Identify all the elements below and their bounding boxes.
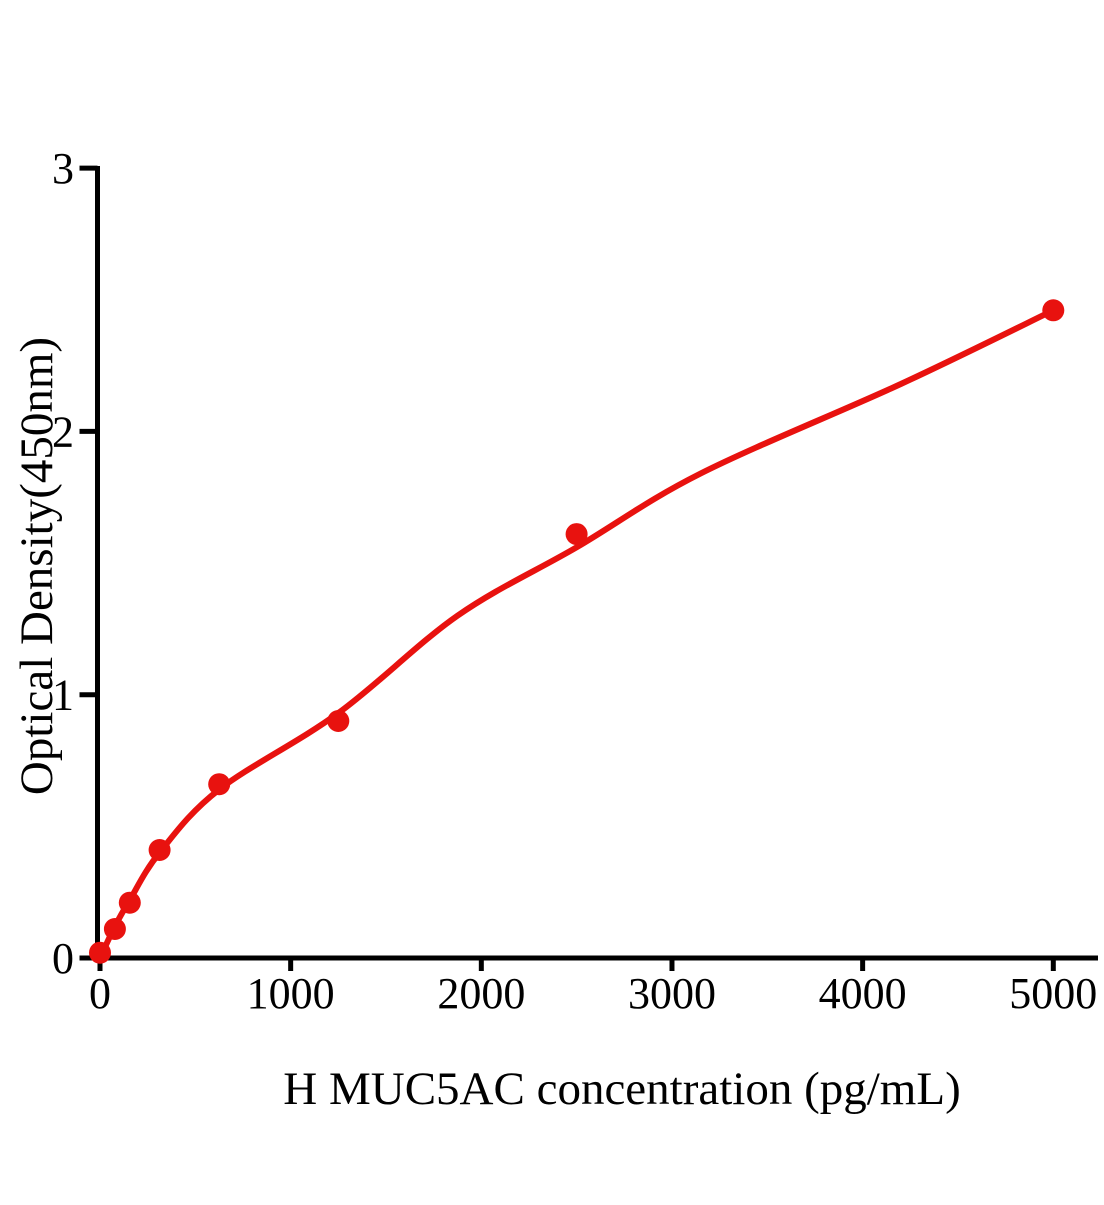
- y-tick-label: 0: [52, 934, 74, 983]
- y-axis-title: Optical Density(450nm): [11, 337, 63, 795]
- y-tick-label: 3: [52, 144, 74, 193]
- data-point: [327, 710, 350, 732]
- x-tick-label: 4000: [819, 969, 907, 1018]
- x-tick-label: 1000: [247, 969, 335, 1018]
- data-point: [565, 523, 588, 546]
- axes-layer: [95, 166, 1098, 961]
- tick-layer: 0 1 2 3 0 1000 2000 3000 4000 5000: [52, 144, 1097, 1018]
- data-point: [148, 839, 171, 861]
- series-layer: [89, 299, 1065, 964]
- data-point: [103, 918, 126, 940]
- x-tick-label: 2000: [437, 969, 525, 1018]
- y-tick-label: 1: [52, 671, 74, 720]
- y-tick-label: 2: [52, 407, 74, 456]
- data-point: [89, 941, 111, 964]
- fit-curve: [97, 307, 1057, 961]
- x-axis-title: H MUC5AC concentration (pg/mL): [283, 1063, 960, 1115]
- x-tick-label: 5000: [1009, 969, 1097, 1018]
- data-point: [118, 891, 141, 914]
- data-point: [208, 773, 231, 796]
- data-point: [1042, 299, 1065, 322]
- x-tick-label: 0: [89, 969, 111, 1018]
- x-tick-label: 3000: [628, 969, 716, 1018]
